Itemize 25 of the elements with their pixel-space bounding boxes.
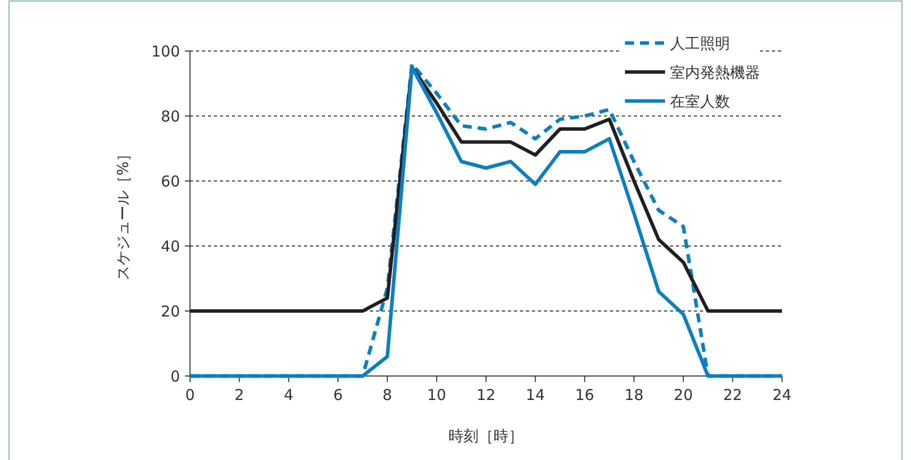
x-axis-title: 時刻［時］ — [448, 427, 524, 445]
x-tick-label: 2 — [234, 386, 244, 404]
x-tick-label: 24 — [772, 386, 792, 404]
y-tick-label: 80 — [160, 107, 180, 126]
x-tick-label: 18 — [624, 386, 644, 404]
y-tick-label: 0 — [170, 367, 180, 386]
y-tick-label: 60 — [160, 172, 180, 190]
x-tick-label: 0 — [185, 386, 195, 404]
x-tick-label: 10 — [427, 386, 446, 404]
y-tick-label: 40 — [160, 237, 180, 256]
x-tick-label: 14 — [526, 386, 545, 404]
x-tick-label: 22 — [723, 386, 742, 404]
x-tick-label: 12 — [476, 386, 496, 404]
x-tick-label: 8 — [382, 386, 392, 404]
legend-label: 在室人数 — [670, 92, 730, 110]
legend-label: 人工照明 — [670, 34, 730, 52]
x-tick-label: 16 — [575, 386, 594, 404]
y-axis-title: スケジュール［%］ — [114, 146, 132, 281]
x-tick-label: 6 — [333, 386, 343, 404]
y-tick-label: 100 — [151, 42, 180, 60]
y-tick-label: 20 — [160, 302, 180, 320]
x-tick-label: 4 — [284, 386, 294, 404]
legend-label: 室内発熱機器 — [670, 63, 760, 82]
x-tick-label: 20 — [674, 386, 693, 404]
line-series — [188, 66, 784, 313]
